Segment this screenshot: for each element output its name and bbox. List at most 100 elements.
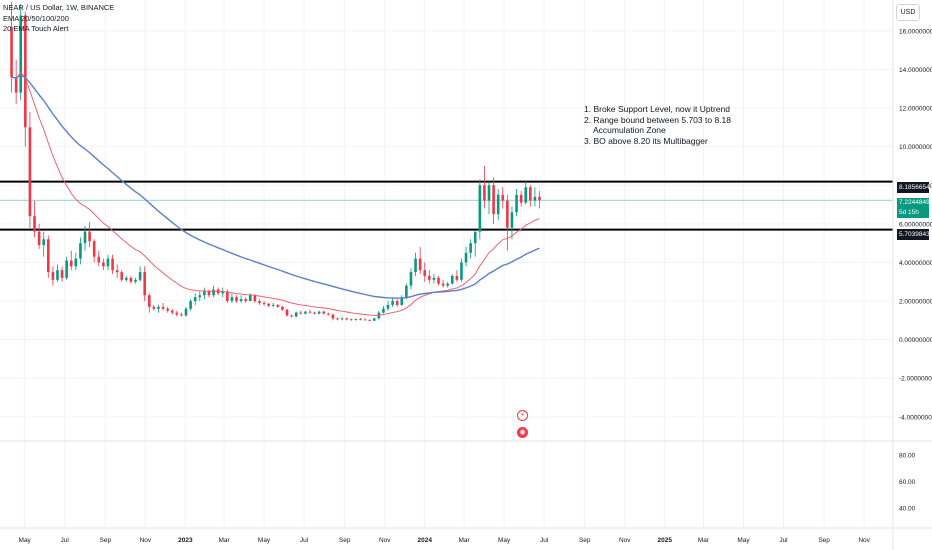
candle-body <box>478 185 482 232</box>
candle-body <box>180 314 183 316</box>
candle-body <box>529 187 532 201</box>
candle-body <box>24 15 27 128</box>
candle-body <box>138 272 142 280</box>
price-tick-label: 4.00000000 <box>899 260 932 267</box>
time-tick-label: Jul <box>779 537 788 544</box>
candle-body <box>322 311 326 314</box>
price-tick-label: -2.00000000 <box>899 376 932 383</box>
candle-body <box>60 270 64 278</box>
candle-body <box>368 319 371 321</box>
candle-body <box>460 262 463 280</box>
candle-body <box>538 196 541 201</box>
candle-body <box>262 302 266 304</box>
candle-body <box>432 277 436 280</box>
candle-body <box>331 314 335 319</box>
symbol-info[interactable]: NEAR / US Dollar, 1W, BINANCE <box>3 3 115 12</box>
candle-body <box>14 77 18 93</box>
candle-body <box>308 311 312 313</box>
time-tick-label: Nov <box>619 537 631 544</box>
candle-body <box>244 299 247 302</box>
time-tick-label: May <box>19 537 32 544</box>
horizontal-levels <box>0 180 893 231</box>
candle-body <box>97 256 101 263</box>
ema-20-line <box>11 71 540 316</box>
candle-body <box>271 304 275 306</box>
candle-body <box>304 311 307 314</box>
price-tick-label: 12.00000000 <box>899 106 932 113</box>
ema-50-line <box>11 74 540 299</box>
candle-body <box>28 127 32 217</box>
candle-body <box>258 301 261 303</box>
candle-body <box>437 277 440 284</box>
candle-body <box>405 285 408 298</box>
candle-body <box>501 194 505 201</box>
candle-body <box>313 312 316 314</box>
time-tick-label: Sep <box>339 537 351 544</box>
ema-lines <box>11 71 540 316</box>
annotation-text[interactable]: 1. Broke Support Level, now it Uptrend 2… <box>584 104 731 146</box>
note-2-cont: Accumulation Zone <box>593 125 666 135</box>
time-tick-label: Mar <box>218 537 230 544</box>
candle-body <box>336 318 339 320</box>
candle-body <box>276 304 280 307</box>
time-tick-label: May <box>258 537 271 544</box>
candle-body <box>473 231 477 244</box>
time-tick-label: 2024 <box>417 537 432 544</box>
rsi-tick-label: 60.00 <box>899 479 916 486</box>
candle-body <box>129 277 133 282</box>
candle-body <box>317 311 321 314</box>
candle-body <box>235 297 238 302</box>
candle-body <box>106 258 110 267</box>
candle-body <box>487 185 491 201</box>
time-tick-label: Nov <box>379 537 391 544</box>
time-tick-label: May <box>737 537 750 544</box>
candle-body <box>83 231 87 244</box>
candle-body <box>120 272 124 280</box>
candle-body <box>294 312 298 317</box>
candle-body <box>409 272 413 286</box>
time-tick-label: May <box>498 537 511 544</box>
candle-body <box>290 315 293 317</box>
lightning-icon[interactable]: ⚡ <box>517 410 528 421</box>
candle-body <box>400 297 404 305</box>
candle-body <box>79 243 82 259</box>
candle-body <box>354 319 358 320</box>
candle-body <box>524 187 528 203</box>
candle-body <box>134 279 137 282</box>
candle-body <box>414 258 417 273</box>
candle-body <box>166 308 169 311</box>
candle-body <box>92 241 96 257</box>
candlestick-series <box>10 1 541 322</box>
candle-body <box>221 291 225 294</box>
price-tick-label: 14.00000000 <box>899 67 932 74</box>
time-tick-label: Nov <box>858 537 870 544</box>
candle-body <box>175 312 179 315</box>
time-tick-label: Jul <box>61 537 70 544</box>
candle-body <box>496 194 500 215</box>
candle-body <box>382 308 385 313</box>
candle-body <box>198 295 202 298</box>
candle-body <box>281 306 284 310</box>
time-tick-label: Sep <box>579 537 591 544</box>
candle-body <box>152 306 156 309</box>
indicator-ema-label[interactable]: EMA 20/50/100/200 <box>3 13 69 23</box>
candle-body <box>391 301 394 305</box>
note-3: 3. BO above 8.20 its Multibagger <box>584 135 708 146</box>
candle-body <box>386 304 390 309</box>
candle-body <box>483 185 486 201</box>
candle-body <box>46 239 50 273</box>
candle-body <box>372 318 376 321</box>
candle-body <box>143 272 146 296</box>
alert-icon[interactable]: ◉ <box>517 427 528 438</box>
currency-button[interactable]: USD <box>896 4 920 21</box>
rsi-tick-label: 80.00 <box>899 453 916 460</box>
indicator-alert-label[interactable]: 20 EMA Touch Alert <box>3 24 69 33</box>
candle-body <box>455 275 459 280</box>
candle-body <box>248 295 252 302</box>
candle-body <box>102 262 105 267</box>
candle-body <box>446 283 449 286</box>
lower-level-price-label: 5.70398437 <box>897 229 932 240</box>
candle-body <box>519 194 523 203</box>
candle-body <box>450 275 454 284</box>
